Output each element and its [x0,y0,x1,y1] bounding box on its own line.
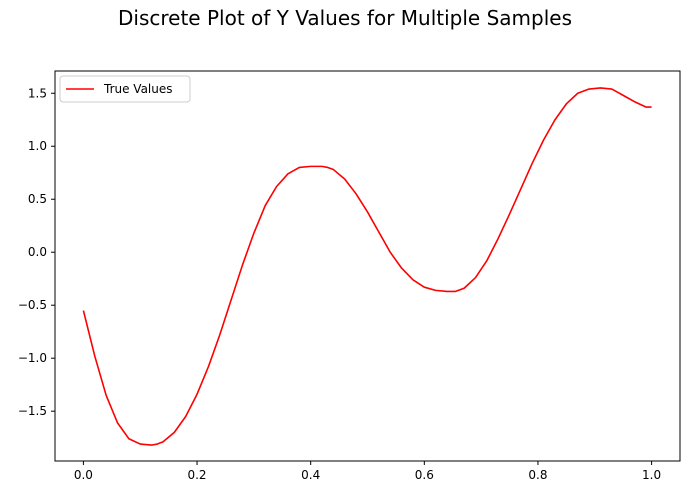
y-tick-label: −0.5 [18,298,47,312]
legend: True Values [59,75,191,103]
axes-frame [54,70,681,462]
legend-frame [59,75,191,103]
series-layer [82,87,652,446]
y-tick-label: −1.5 [18,404,47,418]
plot-background [55,71,680,461]
chart-title: Discrete Plot of Y Values for Multiple S… [118,6,572,30]
x-tick-label: 0.6 [415,468,434,482]
y-tick-label: −1.0 [18,351,47,365]
plot-area [55,71,680,461]
x-tick-label: 0.8 [528,468,547,482]
y-tick-label: 0.0 [28,245,47,259]
axis-layer: 0.0 0.2 0.4 0.6 0.8 1.0 −1.5 −1.0 −0.5 0.0 0.5 1.0 1… [18,70,681,482]
x-tick-label: 0.4 [301,468,320,482]
x-tick-label: 0.0 [74,468,93,482]
series-line-0 [82,87,652,446]
x-tick-label: 1.0 [642,468,661,482]
y-tick-label: 0.5 [28,192,47,206]
x-tick-label: 0.2 [187,468,206,482]
y-tick-label: 1.5 [28,86,47,100]
y-tick-label: 1.0 [28,139,47,153]
legend-label: True Values [103,82,173,96]
